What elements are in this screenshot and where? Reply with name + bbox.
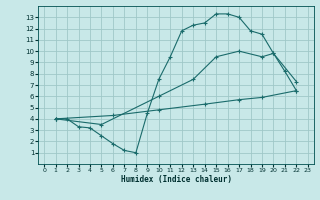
X-axis label: Humidex (Indice chaleur): Humidex (Indice chaleur): [121, 175, 231, 184]
